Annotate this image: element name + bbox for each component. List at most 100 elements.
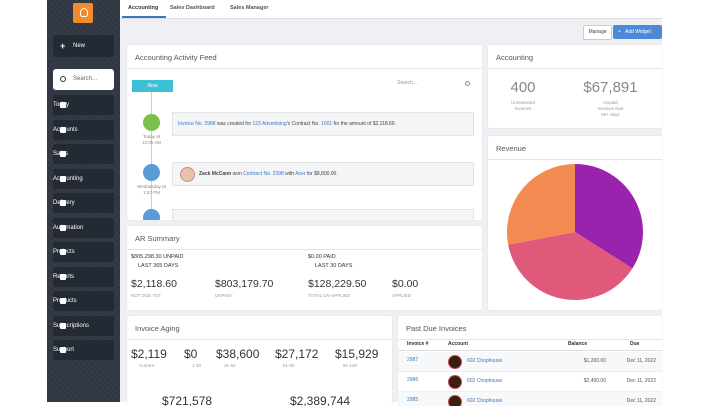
aging-value: $721,578 [162,394,213,406]
nav-item[interactable]: Projects [53,242,114,262]
main-area: Accounting Sales Dashboard Sales Manager M… [120,0,662,406]
ar-stat-value: $128,229.50 [308,278,367,290]
invoice-link[interactable]: 2986 [407,377,419,383]
ar-stat-value: $0.00 [392,278,419,290]
ar-stat-value: $803,179.70 [215,278,274,290]
entry-time: Today at 12:05 AM [141,134,161,145]
ar-stat-label: APPLIED [392,293,412,298]
tab[interactable]: Accounting [128,5,159,11]
entry-link[interactable]: 123 Advertising [252,121,287,127]
entry-link[interactable]: Contract No. 2398 [243,171,284,177]
invoice-link[interactable]: 2987 [407,357,419,363]
nav-icon [60,102,66,108]
tab-bar: Accounting Sales Dashboard Sales Manager [120,0,662,19]
nav-icon [60,347,66,353]
tab[interactable]: Sales Manager [230,5,269,11]
new-button[interactable]: + New [53,35,114,57]
entry-text-part: was created for [215,121,253,127]
nav-item[interactable]: Automation [53,217,114,238]
nav-item[interactable]: Products [53,291,114,311]
search-placeholder: Search... [73,76,98,82]
column-header: Balance [568,341,588,347]
accounting-panel: Accounting 400 Unreviewed Invoices $67,891… [488,45,662,128]
past-due-panel: Past Due Invoices Invoice # Account Balanc… [398,316,662,406]
nav-item[interactable]: Today [53,95,114,115]
timeline-dot [143,164,160,181]
aging-label: 31-60 [224,363,236,368]
feed-search-placeholder: Search... [397,80,418,86]
nav-icon [60,200,66,206]
ar-summary-panel: AR Summary $805,298.30 UNPAID LAST 365 DA… [127,226,482,310]
account-link[interactable]: 602 Chophouse [467,398,503,404]
stat-label: Unreviewed Invoices [511,100,535,111]
ar-stat-value: $2,118.60 [131,278,177,290]
entry-link[interactable]: Acer [295,171,306,177]
nav-item[interactable]: Sales [53,144,114,164]
nav-item[interactable]: Delivery [53,193,114,213]
nav-item[interactable]: Accounting [53,168,114,189]
aging-label: 1-30 [192,363,202,368]
nav-item[interactable]: Support [53,340,114,360]
balance: $1,200.00 [583,358,606,364]
add-widget-label: Add Widget [625,29,651,35]
account-link[interactable]: 602 Chophouse [467,358,503,364]
pie-slice [507,164,575,245]
ar-top-label: LAST 365 DAYS [138,263,179,269]
balance: $2,400.00 [583,378,606,384]
due-date: Dec 11, 2022 [626,378,656,384]
nav-item[interactable]: Reports [53,266,114,287]
entry-text-part: for the amount of $2,118.60. [332,121,396,127]
pie-chart [507,164,643,300]
tab[interactable]: Sales Dashboard [170,5,215,11]
search-input[interactable]: Search... [53,69,114,90]
invoice-link[interactable]: 2985 [407,397,419,403]
aging-label: 61-90 [283,363,295,368]
feed-search[interactable]: Search... [397,80,472,90]
entry-text-part: 's Contract No. [286,121,322,127]
entry-text-part: with [283,171,296,177]
logo [73,3,93,23]
account-logo [448,375,462,389]
panel-title: Accounting [496,53,534,62]
new-label: New [73,43,86,49]
stat-value: 400 [510,79,536,96]
pie-slice [508,232,633,300]
row-bg [398,372,662,392]
manage-button[interactable]: Manage [583,25,612,40]
entry-link[interactable]: Invoice No. 2988 [178,121,216,127]
entry-text: Invoice No. 2988 was created for 123 Adv… [178,113,396,135]
account-link[interactable]: 602 Chophouse [467,378,503,384]
invoice-aging-panel: Invoice Aging $2,119 Current $0 1-30 $38,600… [127,316,392,406]
activity-feed-panel: Accounting Activity Feed Search... Now T… [127,45,482,220]
stat-value: $67,891 [583,79,638,96]
nav-item[interactable]: Accounts [53,119,114,140]
aging-value: $38,600 [216,347,260,361]
aging-value: $27,172 [275,347,319,361]
add-widget-button[interactable]: + Add Widget [613,25,662,39]
entry-text-part: won [231,171,244,177]
column-header: Due [630,341,640,347]
entry-link[interactable]: 1001 [321,121,333,127]
aging-value: $2,119 [131,347,167,361]
sidebar: +New Search... Today Accounts Sales Account… [47,0,120,402]
header-rule [398,350,662,351]
aging-value: $0 [184,347,198,361]
nav-item[interactable]: Subscriptions [53,315,114,336]
nav-icon [60,273,66,280]
entry-box [172,209,474,220]
entry-text: Zack McCann won Contract No. 2398 with A… [199,163,338,185]
timeline-dot [143,209,160,220]
nav-icon [60,175,66,182]
revenue-panel: Revenue [488,136,662,310]
aging-label: Current [139,363,155,368]
aging-value: $15,929 [335,347,379,361]
ar-stat-label: UNPAID [215,293,232,298]
nav-label: Accounting [53,175,83,182]
pie-slice [575,164,643,269]
panel-title: Past Due Invoices [406,324,467,333]
column-header: Invoice # [407,341,429,347]
entry-text-part: Zack McCann [199,171,232,177]
entry-box: Zack McCann won Contract No. 2398 with A… [172,162,474,186]
entry-text-part: for $8,800.00. [305,171,338,177]
